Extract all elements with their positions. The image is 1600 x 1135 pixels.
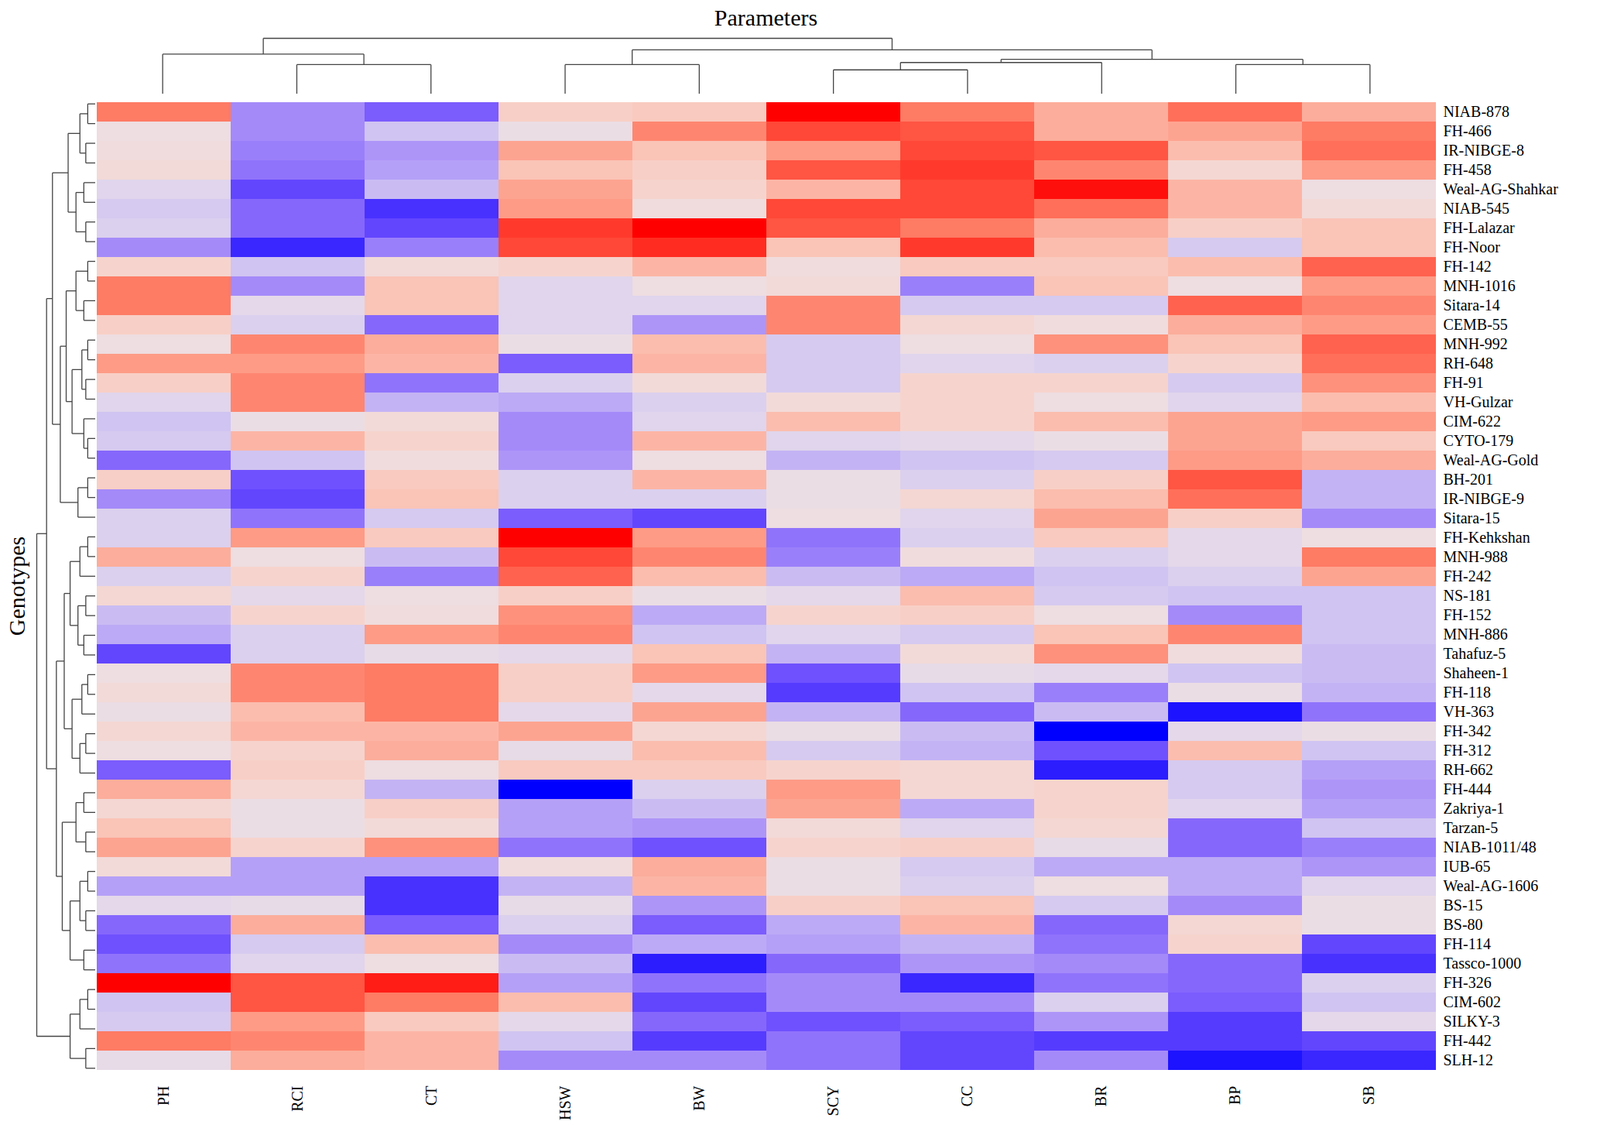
svg-text:IR-NIBGE-9: IR-NIBGE-9: [1443, 489, 1525, 508]
svg-text:BR: BR: [1092, 1085, 1110, 1107]
svg-text:FH-458: FH-458: [1443, 161, 1492, 179]
svg-text:VH-Gulzar: VH-Gulzar: [1443, 393, 1514, 411]
svg-text:FH-466: FH-466: [1443, 122, 1492, 140]
svg-text:NS-181: NS-181: [1443, 586, 1492, 604]
svg-text:FH-91: FH-91: [1443, 373, 1484, 391]
svg-text:NIAB-878: NIAB-878: [1443, 102, 1511, 120]
svg-text:VH-363: VH-363: [1443, 702, 1495, 720]
svg-text:SCY: SCY: [824, 1086, 842, 1117]
svg-text:FH-Noor: FH-Noor: [1443, 238, 1501, 256]
svg-text:CYTO-179: CYTO-179: [1443, 431, 1515, 449]
svg-text:Tassco-1000: Tassco-1000: [1443, 954, 1522, 972]
svg-text:CC: CC: [958, 1086, 976, 1107]
svg-text:NIAB-1011/48: NIAB-1011/48: [1443, 838, 1537, 856]
svg-text:FH-342: FH-342: [1443, 722, 1492, 740]
svg-text:RH-648: RH-648: [1443, 354, 1494, 372]
svg-text:Weal-AG-Gold: Weal-AG-Gold: [1443, 451, 1539, 469]
svg-text:CIM-602: CIM-602: [1443, 993, 1501, 1011]
svg-text:BW: BW: [690, 1085, 708, 1111]
svg-text:Weal-AG-1606: Weal-AG-1606: [1443, 877, 1539, 895]
svg-text:SLH-12: SLH-12: [1443, 1051, 1494, 1069]
svg-text:RCI: RCI: [288, 1086, 306, 1112]
svg-text:Sitara-14: Sitara-14: [1443, 296, 1501, 314]
svg-text:NIAB-545: NIAB-545: [1443, 199, 1511, 217]
svg-text:BS-80: BS-80: [1443, 915, 1484, 933]
svg-text:SILKY-3: SILKY-3: [1443, 1012, 1501, 1030]
svg-text:FH-114: FH-114: [1443, 935, 1491, 953]
svg-text:FH-312: FH-312: [1443, 741, 1492, 759]
svg-text:MNH-988: MNH-988: [1443, 548, 1508, 566]
svg-text:IUB-65: IUB-65: [1443, 857, 1491, 875]
svg-text:FH-Kehkshan: FH-Kehkshan: [1443, 528, 1531, 546]
svg-text:CIM-622: CIM-622: [1443, 412, 1501, 430]
svg-text:Tahafuz-5: Tahafuz-5: [1443, 644, 1507, 662]
svg-text:Tarzan-5: Tarzan-5: [1443, 818, 1499, 836]
svg-text:CT: CT: [422, 1086, 440, 1107]
svg-text:MNH-992: MNH-992: [1443, 335, 1508, 353]
html-text:Parameters: Parameters: [714, 4, 818, 31]
svg-text:FH-442: FH-442: [1443, 1031, 1492, 1049]
svg-text:FH-444: FH-444: [1443, 780, 1492, 798]
svg-text:FH-118: FH-118: [1443, 683, 1491, 701]
svg-text:FH-152: FH-152: [1443, 606, 1492, 624]
svg-text:IR-NIBGE-8: IR-NIBGE-8: [1443, 141, 1525, 159]
svg-text:SB: SB: [1360, 1086, 1378, 1105]
svg-text:Shaheen-1: Shaheen-1: [1443, 664, 1509, 682]
html-text:Genotypes: Genotypes: [3, 535, 30, 636]
svg-text:MNH-1016: MNH-1016: [1443, 277, 1516, 295]
svg-text:Weal-AG-Shahkar: Weal-AG-Shahkar: [1443, 180, 1559, 198]
svg-text:FH-142: FH-142: [1443, 257, 1492, 275]
svg-text:FH-Lalazar: FH-Lalazar: [1443, 219, 1516, 237]
svg-text:PH: PH: [154, 1086, 172, 1107]
svg-text:Zakriya-1: Zakriya-1: [1443, 799, 1505, 818]
svg-text:FH-326: FH-326: [1443, 973, 1492, 991]
svg-text:MNH-886: MNH-886: [1443, 625, 1508, 643]
svg-text:FH-242: FH-242: [1443, 567, 1492, 585]
svg-text:CEMB-55: CEMB-55: [1443, 315, 1508, 333]
svg-text:BP: BP: [1226, 1086, 1244, 1105]
svg-text:BH-201: BH-201: [1443, 470, 1494, 488]
svg-text:RH-662: RH-662: [1443, 760, 1494, 778]
svg-text:BS-15: BS-15: [1443, 896, 1484, 914]
svg-text:HSW: HSW: [556, 1085, 574, 1121]
svg-text:Sitara-15: Sitara-15: [1443, 509, 1501, 527]
